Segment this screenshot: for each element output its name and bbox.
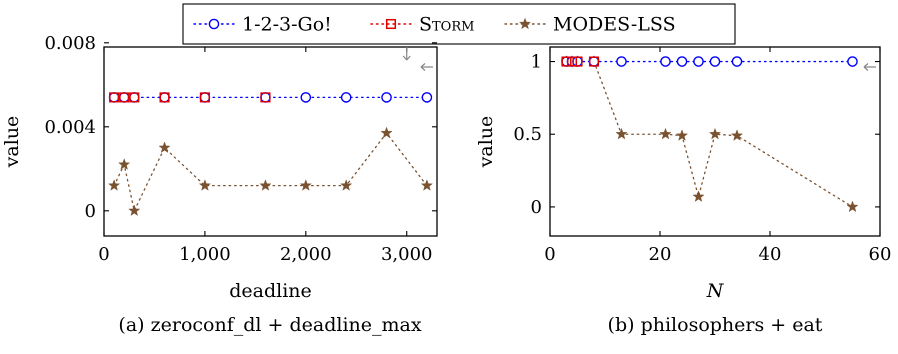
data-point [340, 179, 353, 191]
data-point [616, 56, 627, 67]
y-tick-label: 0.5 [513, 124, 542, 145]
legend-marker [385, 18, 397, 30]
y-axis-label: value [1, 116, 23, 169]
data-point [260, 92, 271, 103]
legend-frame [182, 3, 736, 45]
data-point [676, 56, 688, 67]
guide-arrow-icon [402, 47, 411, 61]
x-axis-label: N [706, 280, 725, 302]
data-point [730, 129, 744, 141]
x-tick-label: 60 [869, 244, 892, 265]
data-point [420, 179, 433, 191]
series-line [113, 132, 428, 213]
series-line [565, 60, 854, 208]
data-point [259, 179, 272, 191]
x-tick-label: 2,000 [280, 244, 332, 265]
data-point [119, 92, 130, 103]
data-point [108, 92, 120, 103]
panel-caption: (a) zeroconf_dl + deadline_max [118, 314, 421, 336]
data-point [692, 190, 705, 202]
legend-label: 1-2-3-Go! [242, 14, 332, 36]
data-point [846, 200, 859, 213]
legend: 1-2-3-Go! Storm MODES-LSS [182, 3, 736, 45]
legend-item: 1-2-3-Go! [193, 14, 332, 36]
data-point [108, 179, 121, 191]
y-tick-label: 1 [531, 52, 542, 73]
data-point [615, 127, 628, 140]
data-point [572, 56, 583, 67]
data-point [659, 127, 672, 140]
data-point [381, 92, 392, 103]
data-point [118, 158, 131, 170]
data-point [380, 126, 393, 139]
data-point [588, 56, 600, 67]
data-point [299, 179, 312, 191]
x-tick-label: 1,000 [179, 244, 231, 265]
data-point [675, 129, 689, 141]
data-point [561, 56, 572, 67]
data-point [421, 92, 433, 103]
data-point [708, 127, 722, 140]
data-point [300, 92, 312, 103]
data-point [340, 92, 352, 103]
panel-caption: (b) philosophers + eat [608, 314, 823, 336]
legend-label: MODES-LSS [553, 14, 676, 36]
x-tick-label: 0 [544, 244, 555, 265]
chart-panel-a: 0 1,000 2,000 3,000 0 0.004 0.008 deadline value… [1, 33, 438, 336]
legend-marker [208, 18, 220, 30]
y-axis-label: value [475, 116, 497, 169]
data-point [572, 56, 583, 67]
data-point [588, 56, 600, 67]
data-point [709, 56, 721, 67]
data-point [198, 179, 211, 191]
data-point [260, 92, 271, 103]
y-tick-label: 0 [531, 197, 542, 218]
data-point [158, 141, 171, 153]
guide-arrow-icon [863, 63, 876, 71]
guide-arrow-icon [420, 63, 433, 71]
data-point [159, 92, 170, 103]
y-tick-label: 0 [85, 201, 96, 222]
data-point [118, 92, 130, 103]
data-point [128, 92, 140, 103]
legend-item: Storm [370, 14, 474, 36]
plot-frame [549, 46, 881, 237]
data-point [847, 56, 858, 67]
data-point [128, 204, 141, 216]
data-point [159, 92, 170, 103]
data-point [199, 92, 210, 103]
y-tick-label: 0.008 [44, 33, 96, 54]
y-tick-label: 0.004 [44, 117, 96, 138]
x-tick-label: 0 [98, 244, 109, 265]
x-tick-label: 40 [759, 244, 782, 265]
x-tick-label: 3,000 [381, 244, 433, 265]
legend-item: MODES-LSS [504, 14, 676, 36]
legend-marker [518, 17, 532, 30]
x-tick-label: 20 [649, 244, 672, 265]
x-axis-label: deadline [229, 280, 312, 302]
data-point [660, 56, 671, 67]
data-point [199, 92, 211, 103]
legend-label: Storm [419, 14, 474, 36]
data-point [731, 56, 743, 67]
data-point [693, 56, 704, 67]
data-point [129, 92, 140, 103]
data-point [566, 56, 578, 67]
plot-frame [103, 46, 438, 237]
data-point [109, 92, 120, 103]
